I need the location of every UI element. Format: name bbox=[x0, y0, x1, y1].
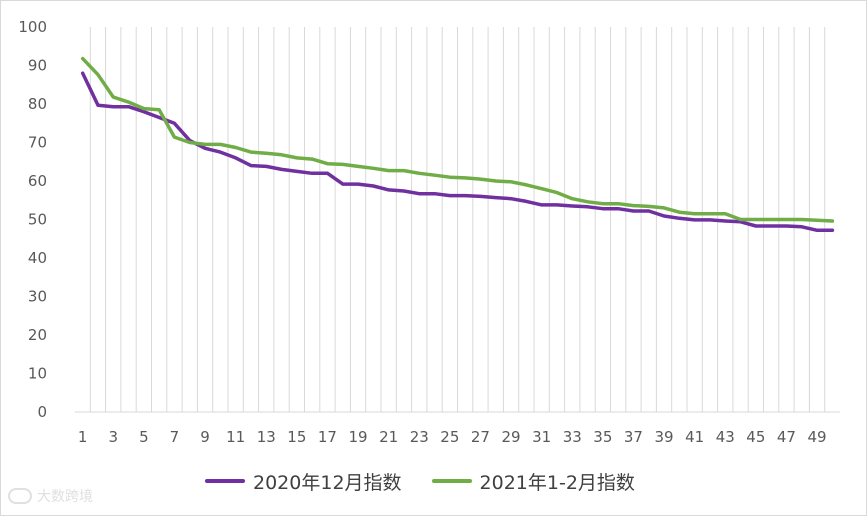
x-tick-label: 7 bbox=[170, 428, 180, 446]
x-tick-label: 33 bbox=[563, 428, 582, 446]
x-tick-label: 23 bbox=[410, 428, 429, 446]
x-tick-label: 47 bbox=[777, 428, 796, 446]
legend-label-series-2: 2021年1-2月指数 bbox=[479, 471, 635, 494]
y-tick-label: 60 bbox=[28, 172, 47, 190]
x-tick-label: 15 bbox=[287, 428, 306, 446]
y-tick-label: 100 bbox=[18, 18, 47, 36]
x-tick-label: 45 bbox=[746, 428, 765, 446]
x-tick-label: 27 bbox=[471, 428, 490, 446]
x-tick-label: 39 bbox=[655, 428, 674, 446]
y-tick-label: 80 bbox=[28, 95, 47, 113]
x-tick-label: 31 bbox=[532, 428, 551, 446]
x-tick-label: 49 bbox=[808, 428, 827, 446]
x-tick-label: 43 bbox=[716, 428, 735, 446]
x-tick-label: 9 bbox=[200, 428, 210, 446]
y-tick-label: 40 bbox=[28, 249, 47, 267]
legend: 2020年12月指数 2021年1-2月指数 bbox=[205, 466, 635, 496]
legend-swatch-series-2 bbox=[431, 479, 472, 483]
x-tick-label: 35 bbox=[593, 428, 612, 446]
x-tick-label: 21 bbox=[379, 428, 398, 446]
y-tick-label: 50 bbox=[28, 211, 47, 229]
x-tick-label: 13 bbox=[257, 428, 276, 446]
y-tick-label: 70 bbox=[28, 134, 47, 152]
series-line-1 bbox=[80, 71, 835, 233]
watermark: 大数跨境 bbox=[8, 486, 93, 506]
y-tick-label: 10 bbox=[28, 365, 47, 383]
legend-swatch-series-1 bbox=[205, 479, 245, 483]
y-tick-label: 0 bbox=[37, 403, 47, 421]
legend-item-series-2: 2021年1-2月指数 bbox=[431, 468, 635, 495]
legend-item-series-1: 2020年12月指数 bbox=[205, 468, 402, 495]
legend-label-series-1: 2020年12月指数 bbox=[253, 471, 402, 494]
x-tick-label: 17 bbox=[318, 428, 337, 446]
x-tick-label: 37 bbox=[624, 428, 643, 446]
x-tick-label: 5 bbox=[139, 428, 149, 446]
y-tick-label: 30 bbox=[28, 288, 47, 306]
watermark-text: 大数跨境 bbox=[37, 489, 93, 505]
series-line-2 bbox=[80, 56, 835, 223]
y-tick-label: 90 bbox=[28, 57, 47, 75]
x-tick-label: 11 bbox=[226, 428, 245, 446]
x-tick-label: 3 bbox=[108, 428, 118, 446]
watermark-logo-icon bbox=[8, 488, 32, 504]
x-tick-label: 41 bbox=[685, 428, 704, 446]
y-tick-label: 20 bbox=[28, 326, 47, 344]
x-tick-label: 1 bbox=[78, 428, 88, 446]
x-tick-label: 25 bbox=[440, 428, 459, 446]
x-tick-label: 29 bbox=[502, 428, 521, 446]
x-tick-label: 19 bbox=[349, 428, 368, 446]
